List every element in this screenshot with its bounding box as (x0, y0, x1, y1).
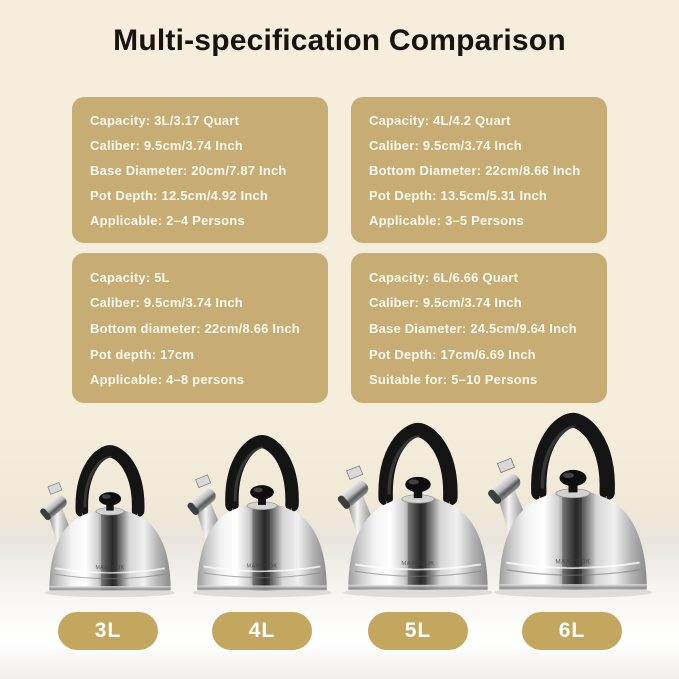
spec-line-applicable: Applicable: 4–8 persons (90, 372, 245, 388)
spec-line-suitable-for: Suitable for: 5–10 Persons (369, 372, 538, 388)
size-badge-label: 4L (248, 619, 276, 642)
spec-line-base-diameter: Base Diameter: 24.5cm/9.64 Inch (369, 320, 577, 336)
size-badge-label: 3L (94, 619, 122, 642)
spec-card-5l: Capacity: 5L Caliber: 9.5cm/3.74 Inch Bo… (72, 253, 328, 403)
spec-line-applicable: Applicable: 2–4 Persons (90, 212, 245, 228)
kettle-5l (336, 430, 492, 597)
spec-line-pot-depth: Pot depth: 17cm (90, 346, 195, 362)
spec-card-3l: Capacity: 3L/3.17 Quart Caliber: 9.5cm/3… (72, 97, 328, 243)
spec-cards-grid: Capacity: 3L/3.17 Quart Caliber: 9.5cm/3… (72, 97, 607, 403)
spec-line-bottom-diameter: Bottom diameter: 22cm/8.66 Inch (90, 320, 300, 336)
page-title: Multi-specification Comparison (113, 24, 566, 57)
size-badge-label: 6L (558, 619, 586, 642)
spec-line-caliber: Caliber: 9.5cm/3.74 Inch (90, 138, 243, 154)
spec-line-pot-depth: Pot Depth: 12.5cm/4.92 Inch (90, 187, 269, 203)
size-badge-4l: 4L (212, 612, 312, 650)
spec-line-caliber: Caliber: 9.5cm/3.74 Inch (369, 138, 522, 154)
spec-line-capacity: Capacity: 6L/6.66 Quart (369, 269, 519, 285)
spec-line-capacity: Capacity: 4L/4.2 Quart (369, 113, 511, 129)
kettle-3l (39, 451, 175, 597)
product-photo-strip: MAXCOOK 3L 4L (0, 410, 679, 679)
spec-line-caliber: Caliber: 9.5cm/3.74 Inch (369, 295, 522, 311)
spec-line-pot-depth: Pot Depth: 17cm/6.69 Inch (369, 346, 536, 362)
spec-line-applicable: Applicable: 3–5 Persons (369, 212, 524, 228)
spec-card-4l: Capacity: 4L/4.2 Quart Caliber: 9.5cm/3.… (351, 97, 607, 243)
spec-line-caliber: Caliber: 9.5cm/3.74 Inch (90, 295, 243, 311)
spec-line-pot-depth: Pot Depth: 13.5cm/5.31 Inch (369, 187, 548, 203)
kettle-4l (186, 442, 331, 598)
spec-line-base-diameter: Base Diameter: 20cm/7.87 Inch (90, 162, 287, 178)
spec-line-bottom-diameter: Bottom Diameter: 22cm/8.66 Inch (369, 162, 581, 178)
spec-line-capacity: Capacity: 5L (90, 269, 170, 285)
size-badge-label: 5L (404, 619, 432, 642)
size-badge-6l: 6L (522, 612, 622, 650)
size-badge-3l: 3L (58, 612, 158, 650)
size-badge-5l: 5L (368, 612, 468, 650)
spec-card-6l: Capacity: 6L/6.66 Quart Caliber: 9.5cm/3… (351, 253, 607, 403)
kettle-6l (487, 420, 653, 597)
spec-line-capacity: Capacity: 3L/3.17 Quart (90, 113, 240, 129)
